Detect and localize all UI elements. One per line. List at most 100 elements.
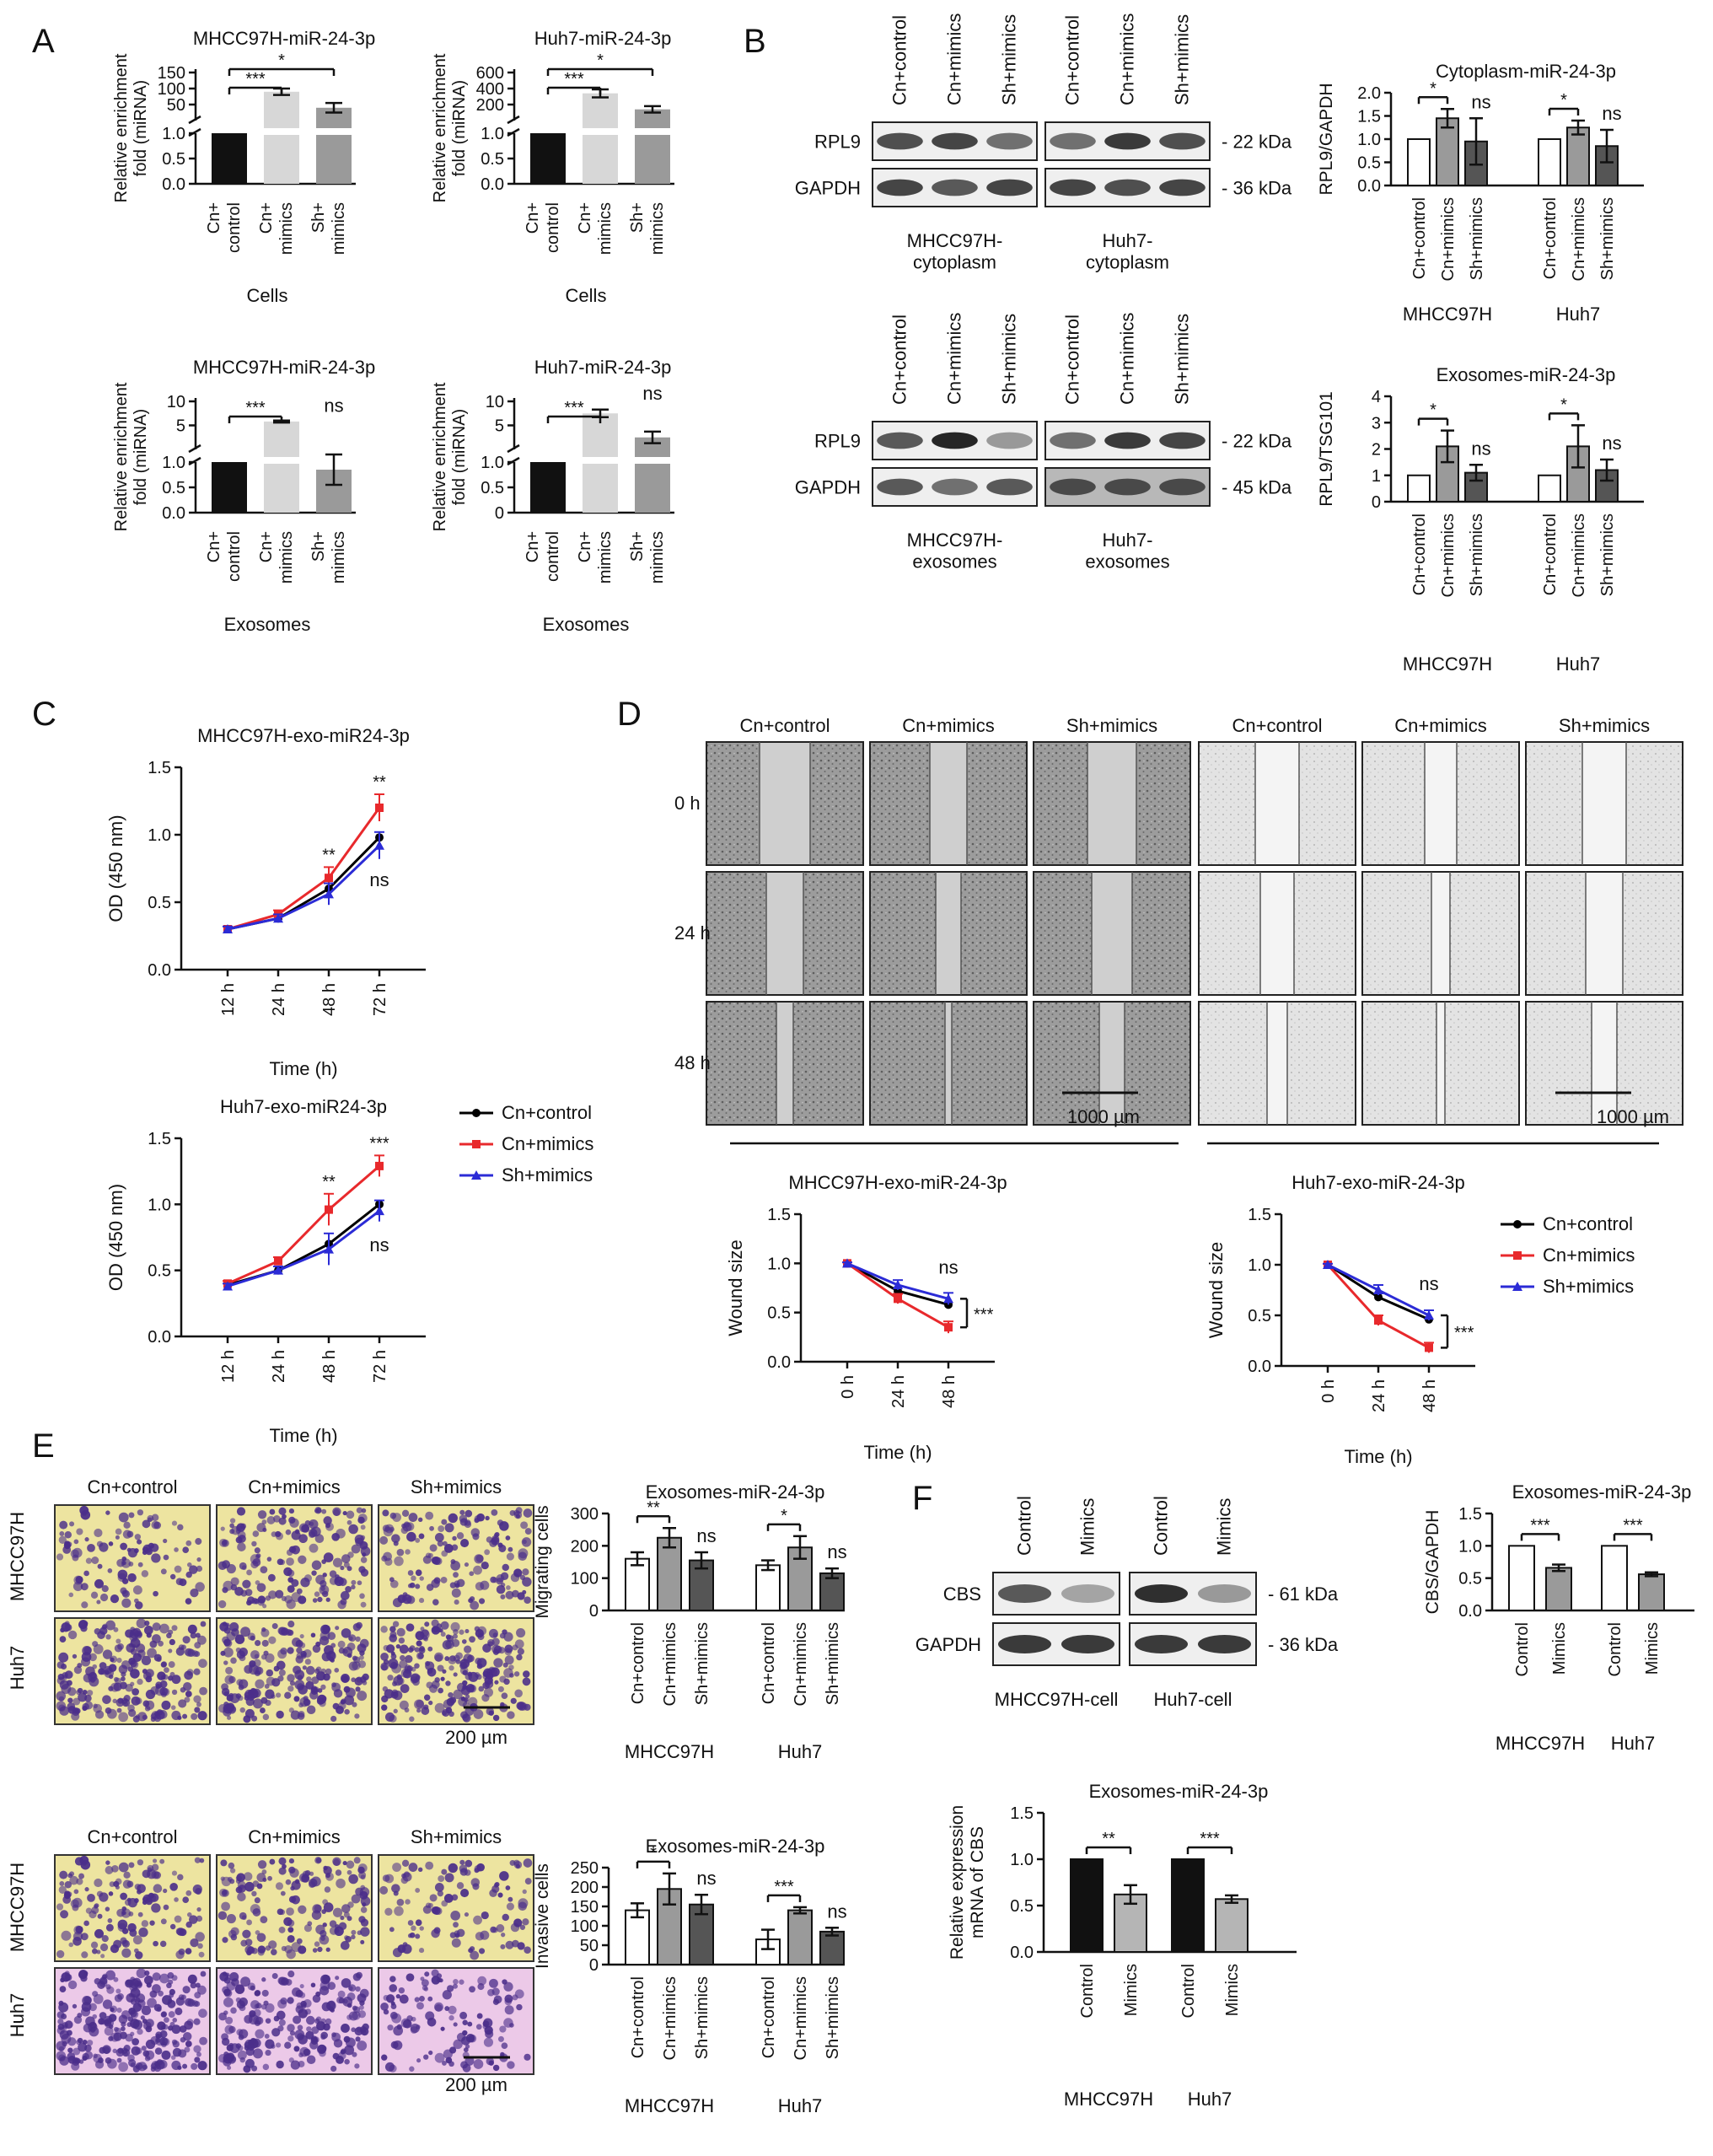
y-axis-label: Relative enrichmentfold (miRNA) bbox=[431, 382, 469, 531]
cell bbox=[352, 2005, 357, 2011]
y-tick-label: 1.0 bbox=[1357, 131, 1381, 149]
cell bbox=[448, 2015, 454, 2021]
cell bbox=[340, 2049, 346, 2055]
cell bbox=[99, 1943, 109, 1952]
cell bbox=[234, 1984, 245, 1994]
cell bbox=[101, 1935, 109, 1943]
cell bbox=[197, 1943, 203, 1949]
cell bbox=[423, 2054, 429, 2060]
cell bbox=[523, 1670, 530, 1678]
cell bbox=[194, 1992, 201, 1999]
x-tick-label: Sh+mimics bbox=[824, 1976, 842, 2059]
cell bbox=[448, 2046, 457, 2054]
cell bbox=[317, 2044, 327, 2054]
cell bbox=[358, 2004, 364, 2010]
cell bbox=[491, 1509, 498, 1516]
sig-label: ** bbox=[373, 773, 386, 792]
cell bbox=[387, 1675, 394, 1681]
y-tick-label: 400 bbox=[476, 80, 504, 99]
cell bbox=[421, 1707, 430, 1715]
cell bbox=[453, 1572, 459, 1578]
cell bbox=[257, 1510, 267, 1519]
cell bbox=[331, 2032, 337, 2038]
cell bbox=[90, 1591, 99, 1599]
cell bbox=[153, 1884, 163, 1894]
cell bbox=[355, 1537, 364, 1546]
cell bbox=[237, 1892, 246, 1901]
cell bbox=[250, 1904, 260, 1915]
lane-label: Cn+control bbox=[889, 315, 910, 405]
cell bbox=[64, 1531, 72, 1539]
cell bbox=[226, 1913, 236, 1924]
cell bbox=[83, 1646, 92, 1654]
cell bbox=[160, 1918, 167, 1925]
cell bbox=[336, 1528, 346, 1539]
cell bbox=[89, 1910, 97, 1919]
cell bbox=[434, 1533, 444, 1542]
cell bbox=[351, 1584, 356, 1590]
cell bbox=[102, 1999, 113, 2009]
y-tick-label: 1 bbox=[1372, 467, 1381, 486]
cell bbox=[332, 1907, 343, 1917]
cell bbox=[492, 1714, 500, 1722]
y-tick-label: 0.5 bbox=[162, 150, 185, 169]
cell bbox=[67, 1630, 78, 1640]
y-tick-label: 1.5 bbox=[148, 1130, 171, 1148]
cell bbox=[512, 1644, 518, 1651]
panel-letter-e: E bbox=[32, 1427, 55, 1465]
cell bbox=[59, 1870, 68, 1879]
cell bbox=[225, 1666, 234, 1675]
y-tick-label: 0.5 bbox=[481, 150, 504, 169]
cell bbox=[187, 1624, 197, 1634]
row-label: GAPDH bbox=[795, 178, 861, 199]
y-tick-label: 200 bbox=[571, 1537, 599, 1556]
cell bbox=[67, 2037, 77, 2046]
sig-label: *** bbox=[564, 399, 584, 417]
cell bbox=[298, 2052, 304, 2058]
chart-E2: Exosomes-miR-24-3p050100150200250Invasiv… bbox=[533, 1836, 847, 2116]
cell bbox=[137, 1911, 143, 1917]
cell bbox=[396, 1898, 405, 1906]
y-tick-label: 0 bbox=[589, 1956, 599, 1975]
cell bbox=[348, 1984, 357, 1992]
y-tick-label: 1.0 bbox=[481, 454, 504, 472]
ns-label: ns bbox=[1471, 91, 1490, 112]
cell bbox=[196, 1635, 207, 1645]
chart-title: Exosomes-miR-24-3p bbox=[1089, 1781, 1269, 1802]
cell bbox=[419, 1576, 424, 1581]
cell bbox=[419, 1995, 425, 2002]
cell bbox=[431, 1619, 439, 1627]
kda-label: - 22 kDa bbox=[1222, 431, 1292, 452]
cell bbox=[380, 2002, 389, 2011]
cell bbox=[390, 1653, 397, 1659]
cell bbox=[414, 1997, 420, 2003]
cell bbox=[453, 2022, 458, 2027]
cell bbox=[130, 1659, 137, 1668]
cell bbox=[359, 1638, 369, 1648]
x-tick-label: Control bbox=[1078, 1964, 1097, 2018]
cell bbox=[516, 2003, 523, 2011]
cell bbox=[159, 1623, 169, 1634]
cell bbox=[256, 1583, 266, 1593]
cell bbox=[256, 1523, 266, 1533]
cell bbox=[402, 1522, 412, 1532]
cell bbox=[312, 1994, 321, 2003]
cell bbox=[448, 2005, 457, 2014]
cell bbox=[92, 1991, 99, 1997]
y-tick-label: 4 bbox=[1372, 388, 1381, 406]
cell bbox=[322, 1975, 330, 1983]
cell bbox=[399, 1700, 409, 1710]
cell bbox=[59, 2030, 69, 2040]
y-tick-label: 150 bbox=[158, 64, 185, 83]
cell bbox=[93, 1904, 99, 1909]
cell bbox=[287, 2035, 294, 2042]
y-tick-label: 1.0 bbox=[148, 1196, 171, 1214]
cell bbox=[303, 1924, 312, 1933]
cell bbox=[434, 2052, 445, 2063]
cell bbox=[381, 2054, 388, 2061]
cell bbox=[311, 1560, 322, 1570]
cell bbox=[57, 2018, 64, 2025]
cell bbox=[195, 1538, 202, 1546]
cell bbox=[169, 1638, 175, 1646]
column-header: Cn+mimics bbox=[1394, 715, 1486, 736]
